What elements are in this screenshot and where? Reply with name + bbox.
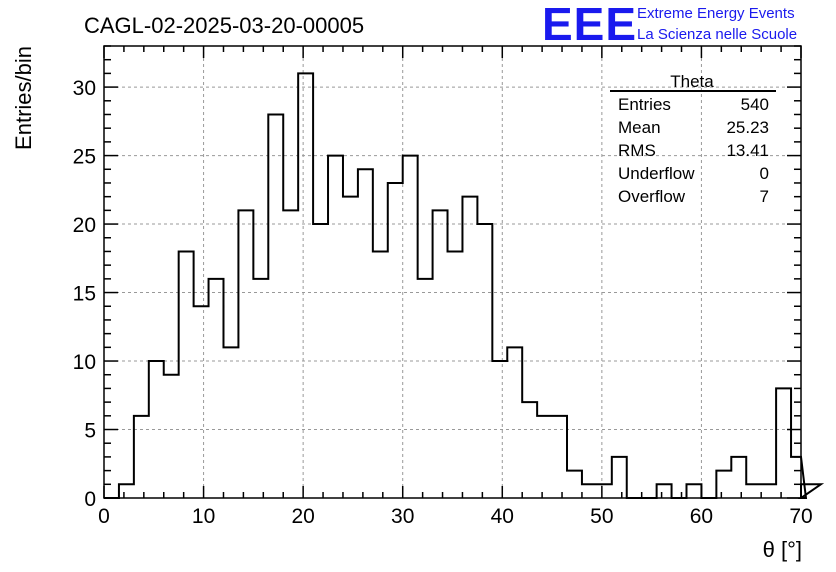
histogram-bin bbox=[507, 347, 522, 498]
histogram-bin bbox=[134, 416, 149, 498]
y-tick-label: 5 bbox=[84, 420, 96, 443]
x-tick-label: 0 bbox=[98, 505, 110, 528]
histogram-bin bbox=[522, 402, 537, 498]
histogram-bin bbox=[731, 457, 746, 498]
x-tick-label: 10 bbox=[192, 505, 215, 528]
histogram-bin bbox=[746, 484, 761, 498]
histogram-bin bbox=[552, 416, 567, 498]
stats-label: Mean bbox=[618, 118, 661, 137]
histogram-bin bbox=[298, 73, 313, 498]
histogram-bin bbox=[567, 471, 582, 498]
y-tick-label: 10 bbox=[73, 351, 96, 374]
histogram-bin bbox=[388, 183, 403, 498]
axis-ticks bbox=[103, 45, 802, 499]
histogram-bin bbox=[179, 251, 194, 498]
histogram-bin bbox=[448, 251, 463, 498]
logo-line-2: La Scienza nelle Scuole bbox=[637, 26, 797, 43]
eee-logo: EEE Extreme Energy Events La Scienza nel… bbox=[542, 0, 797, 50]
histogram-bin bbox=[328, 156, 343, 498]
histogram-bin bbox=[209, 279, 224, 498]
stats-label: RMS bbox=[618, 141, 656, 160]
histogram-bin bbox=[791, 457, 801, 498]
histogram-bin bbox=[418, 279, 433, 498]
x-axis-label: θ [°] bbox=[763, 537, 802, 562]
histogram-bin bbox=[776, 388, 791, 498]
y-tick-label: 20 bbox=[73, 214, 96, 237]
histogram-bin bbox=[597, 484, 612, 498]
histogram-bin bbox=[358, 169, 373, 498]
histogram-bin bbox=[119, 484, 134, 498]
stats-value: 540 bbox=[741, 95, 769, 114]
histogram-bin bbox=[283, 210, 298, 498]
x-tick-label: 50 bbox=[590, 505, 613, 528]
histogram-bin bbox=[686, 484, 701, 498]
stats-box: Theta Entries 540 Mean 25.23 RMS 13.41 Underfl… bbox=[610, 72, 776, 206]
stats-rows: Entries 540 Mean 25.23 RMS 13.41 Underflow 0 Ove… bbox=[618, 95, 769, 206]
histogram-bin bbox=[403, 156, 418, 498]
histogram-bin bbox=[253, 279, 268, 498]
histogram-bin bbox=[238, 210, 253, 498]
y-tick-label: 0 bbox=[84, 488, 96, 511]
stats-label: Entries bbox=[618, 95, 671, 114]
histogram-bin bbox=[462, 197, 477, 498]
histogram-bin bbox=[164, 375, 179, 498]
y-axis-label: Entries/bin bbox=[11, 46, 36, 150]
y-tick-labels: 0 5 10 15 20 25 30 bbox=[73, 77, 96, 511]
y-tick-label: 30 bbox=[73, 77, 96, 100]
stats-label: Overflow bbox=[618, 187, 686, 206]
histogram-bin bbox=[433, 210, 448, 498]
x-tick-label: 20 bbox=[291, 505, 314, 528]
plot-frame bbox=[103, 45, 802, 499]
histogram-outline bbox=[104, 72, 825, 499]
histogram-bin bbox=[537, 416, 552, 498]
logo-line-1: Extreme Energy Events bbox=[637, 5, 795, 22]
histogram-bin bbox=[268, 114, 283, 498]
stats-title: Theta bbox=[670, 72, 714, 91]
histogram-bin bbox=[612, 457, 627, 498]
x-tick-label: 30 bbox=[391, 505, 414, 528]
logo-mark: EEE bbox=[542, 0, 637, 50]
histogram-bin bbox=[343, 197, 358, 498]
histogram-bin bbox=[582, 484, 597, 498]
x-tick-label: 40 bbox=[491, 505, 514, 528]
histogram-bin bbox=[194, 306, 209, 498]
y-tick-label: 15 bbox=[73, 283, 96, 306]
histogram-bin bbox=[716, 471, 731, 498]
x-tick-labels: 0 10 20 30 40 50 60 70 bbox=[98, 505, 813, 528]
histogram-bin bbox=[373, 251, 388, 498]
stats-value: 7 bbox=[760, 187, 769, 206]
stats-value: 0 bbox=[760, 164, 769, 183]
stats-value: 13.41 bbox=[726, 141, 769, 160]
y-tick-label: 25 bbox=[73, 146, 96, 169]
histogram-bin bbox=[223, 347, 238, 498]
histogram-bin bbox=[761, 484, 776, 498]
grid-lines bbox=[104, 46, 801, 498]
histogram-bins bbox=[119, 73, 801, 498]
chart-title: CAGL-02-2025-03-20-00005 bbox=[84, 13, 364, 38]
x-tick-label: 70 bbox=[789, 505, 812, 528]
histogram-bin bbox=[149, 361, 164, 498]
x-tick-label: 60 bbox=[690, 505, 713, 528]
stats-label: Underflow bbox=[618, 164, 695, 183]
stats-value: 25.23 bbox=[726, 118, 769, 137]
histogram-bin bbox=[657, 484, 672, 498]
